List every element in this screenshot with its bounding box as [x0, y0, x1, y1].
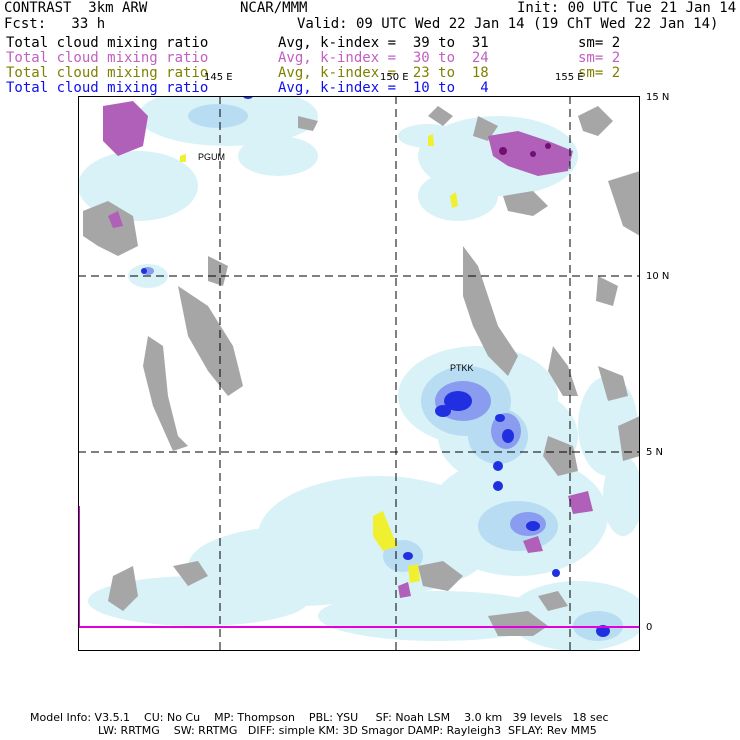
lat-label-15n: 15 N [646, 92, 670, 103]
lon-label-150: 150 E [380, 72, 409, 83]
field-sm-1: sm= 2 [578, 35, 621, 51]
model-info-line1: Model Info: V3.5.1 CU: No Cu MP: Thompso… [30, 711, 609, 724]
forecast-map: PGUM PTKK [78, 96, 640, 651]
field-name-2: Total cloud mixing ratio [6, 50, 209, 66]
field-name-1: Total cloud mixing ratio [6, 35, 209, 51]
valid-time: Valid: 09 UTC Wed 22 Jan 14 (19 ChT Wed … [297, 16, 719, 32]
purple-dark-spots [499, 143, 551, 157]
map-frame [78, 96, 640, 651]
field-name-3: Total cloud mixing ratio [6, 65, 209, 81]
lon-label-145: 145 E [204, 72, 233, 83]
field-avg-4: Avg, k-index = 10 to 4 [278, 80, 489, 96]
init-time: Init: 00 UTC Tue 21 Jan 14 [517, 0, 737, 16]
yellow-cloud-layer [180, 134, 458, 583]
station-label-pgum: PGUM [198, 152, 225, 162]
lat-label-0: 0 [646, 622, 653, 633]
field-avg-2: Avg, k-index = 30 to 24 [278, 50, 489, 66]
field-avg-3: Avg, k-index = 23 to 18 [278, 65, 489, 81]
field-sm-3: sm= 2 [578, 65, 621, 81]
terrain-layer [83, 106, 640, 636]
field-avg-1: Avg, k-index = 39 to 31 [278, 35, 489, 51]
field-name-4: Total cloud mixing ratio [6, 80, 209, 96]
field-sm-2: sm= 2 [578, 50, 621, 66]
forecast-hour: Fcst: 33 h [4, 16, 106, 32]
lon-label-155: 155 E [555, 72, 584, 83]
lat-label-10n: 10 N [646, 271, 670, 282]
lat-label-5n: 5 N [646, 447, 664, 458]
model-info-line2: LW: RRTMG SW: RRTMG DIFF: simple KM: 3D … [98, 724, 597, 737]
station-label-ptkk: PTKK [450, 363, 474, 373]
org-label: NCAR/MMM [240, 0, 308, 16]
model-title: CONTRAST 3km ARW [4, 0, 148, 16]
